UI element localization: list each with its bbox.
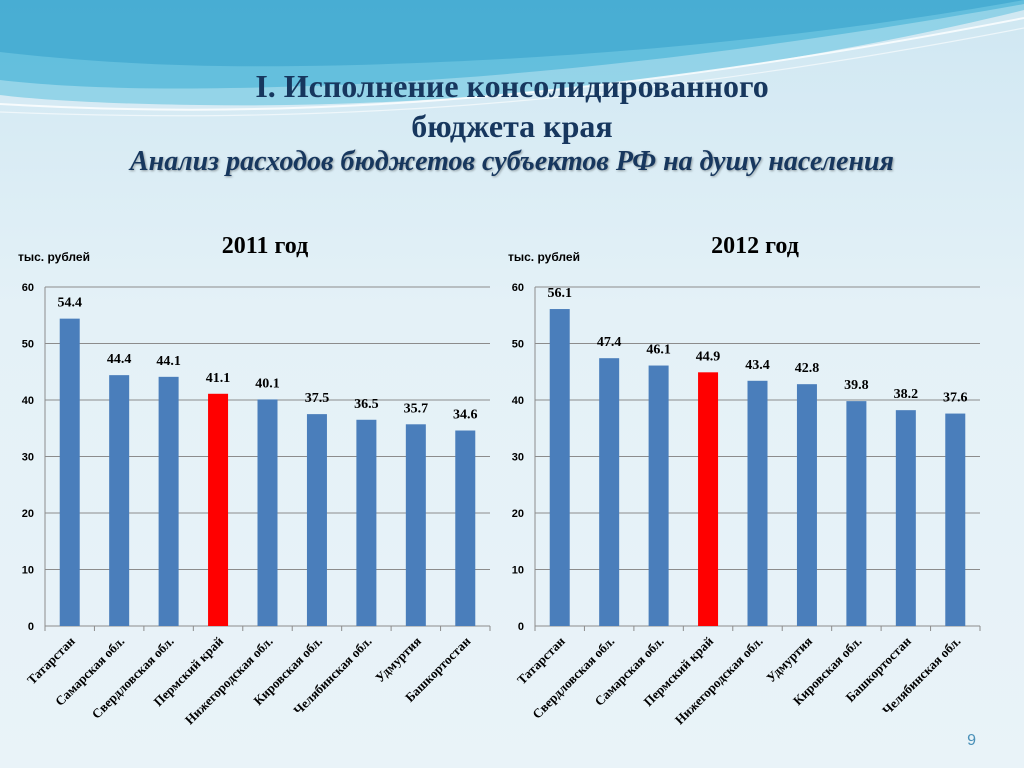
bar bbox=[208, 393, 229, 626]
data-label: 56.1 bbox=[547, 286, 572, 301]
data-label: 37.5 bbox=[305, 391, 330, 406]
x-tick-label: Нижегородская обл. bbox=[672, 634, 766, 728]
y-axis-label: тыс. рублей bbox=[508, 250, 580, 264]
y-tick-label: 60 bbox=[22, 282, 34, 294]
y-tick-label: 10 bbox=[22, 565, 34, 577]
page-number: 9 bbox=[967, 732, 976, 749]
bar bbox=[455, 430, 476, 626]
bar bbox=[109, 375, 130, 626]
x-tick-label: Удмуртия bbox=[372, 634, 424, 686]
chart-2011: 2011 год тыс. рублей 0 10 20 30 40 50 60 54.4 Тата… bbox=[0, 220, 500, 760]
bar bbox=[648, 365, 669, 626]
page-title-line2: бюджета края bbox=[411, 108, 613, 144]
data-label: 44.9 bbox=[696, 349, 721, 364]
x-tick-label: Удмуртия bbox=[763, 634, 815, 686]
data-label: 44.1 bbox=[156, 354, 181, 369]
y-tick-label: 30 bbox=[22, 452, 34, 464]
data-label: 37.6 bbox=[943, 391, 968, 406]
bar bbox=[405, 424, 426, 626]
y-axis-label: тыс. рублей bbox=[18, 250, 90, 264]
page-title-line1: I. Исполнение консолидированного bbox=[255, 68, 769, 104]
y-tick-label: 60 bbox=[512, 282, 524, 294]
data-label: 54.4 bbox=[57, 296, 82, 311]
chart-title: 2012 год bbox=[711, 233, 799, 259]
x-tick-label: Свердловская обл. bbox=[529, 634, 617, 722]
data-label: 44.4 bbox=[107, 352, 132, 367]
y-tick-label: 10 bbox=[512, 565, 524, 577]
bar bbox=[846, 401, 867, 626]
bar bbox=[59, 318, 80, 626]
bar bbox=[549, 309, 570, 626]
bar bbox=[306, 414, 327, 626]
chart-2012: 2012 год тыс. рублей 0 10 20 30 40 50 60 56.1 Тата… bbox=[490, 220, 990, 760]
bar bbox=[257, 399, 278, 626]
y-tick-label: 50 bbox=[22, 339, 34, 351]
data-label: 34.6 bbox=[453, 408, 478, 423]
data-label: 43.4 bbox=[745, 358, 770, 373]
bar bbox=[356, 419, 377, 626]
x-tick-label: Нижегородская обл. bbox=[182, 634, 276, 728]
y-tick-label: 30 bbox=[512, 452, 524, 464]
page-subtitle: Анализ расходов бюджетов субъектов РФ на… bbox=[130, 146, 894, 177]
y-tick-label: 40 bbox=[512, 395, 524, 407]
data-label: 41.1 bbox=[206, 371, 231, 386]
y-tick-label: 0 bbox=[518, 621, 524, 633]
y-tick-label: 20 bbox=[512, 508, 524, 520]
data-label: 47.4 bbox=[597, 335, 622, 350]
bar bbox=[747, 380, 768, 626]
data-label: 36.5 bbox=[354, 397, 379, 412]
y-tick-label: 0 bbox=[28, 621, 34, 633]
bar bbox=[698, 372, 719, 626]
y-tick-label: 20 bbox=[22, 508, 34, 520]
bar bbox=[599, 358, 620, 626]
decorative-waves bbox=[0, 0, 1024, 117]
bar bbox=[895, 410, 916, 626]
data-label: 42.8 bbox=[795, 361, 820, 376]
data-label: 35.7 bbox=[404, 401, 429, 416]
data-label: 38.2 bbox=[894, 387, 919, 402]
bar bbox=[158, 376, 179, 626]
data-label: 46.1 bbox=[646, 343, 671, 358]
x-tick-label: Свердловская обл. bbox=[89, 634, 177, 722]
y-tick-label: 50 bbox=[512, 339, 524, 351]
chart-title: 2011 год bbox=[222, 233, 308, 259]
data-label: 39.8 bbox=[844, 378, 869, 393]
y-tick-label: 40 bbox=[22, 395, 34, 407]
data-label: 40.1 bbox=[255, 376, 280, 391]
title-block: I. Исполнение консолидированного бюджета… bbox=[0, 66, 1024, 178]
bar bbox=[945, 413, 966, 626]
bar bbox=[796, 384, 817, 626]
